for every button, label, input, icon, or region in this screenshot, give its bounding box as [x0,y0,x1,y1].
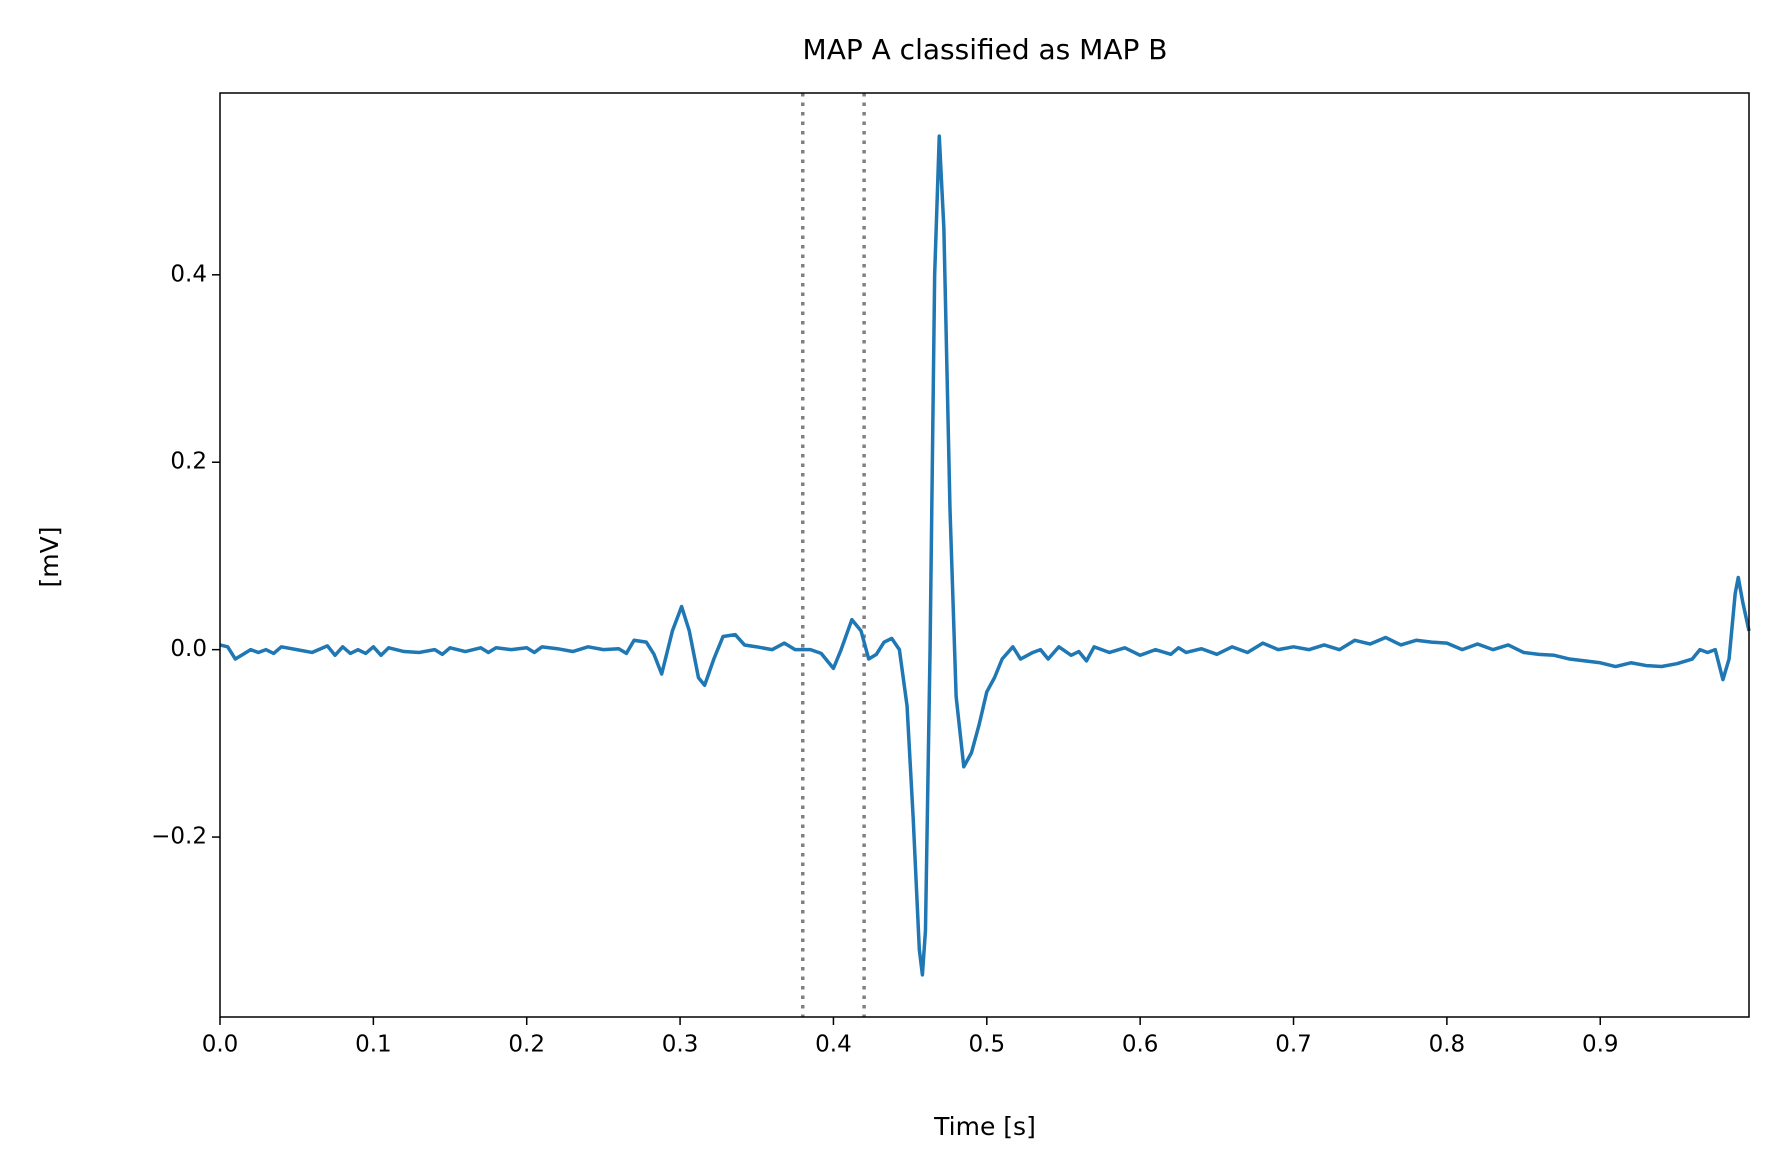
x-tick-label: 0.8 [1429,1032,1466,1058]
x-tick-label: 0.7 [1275,1032,1312,1058]
x-tick-label: 0.5 [969,1032,1006,1058]
x-tick-label: 0.3 [662,1032,699,1058]
data-line [219,134,1751,977]
chart-title: MAP A classified as MAP B [803,33,1168,66]
x-tick-label: 0.9 [1582,1032,1619,1058]
y-axis-label: [mV] [35,527,64,588]
x-tick-label: 0.1 [355,1032,392,1058]
plot-frame [219,92,1750,1018]
y-tick-label: 0.0 [170,636,207,662]
x-tick-label: 0.6 [1122,1032,1159,1058]
y-tick-label: 0.2 [170,449,207,475]
x-tick-label: 0.4 [815,1032,852,1058]
x-tick-label: 0.2 [508,1032,545,1058]
x-tick-label: 0.0 [202,1032,239,1058]
y-tick-label: −0.2 [151,824,207,850]
x-axis-label: Time [s] [933,1112,1036,1141]
y-tick-label: 0.4 [170,261,207,287]
